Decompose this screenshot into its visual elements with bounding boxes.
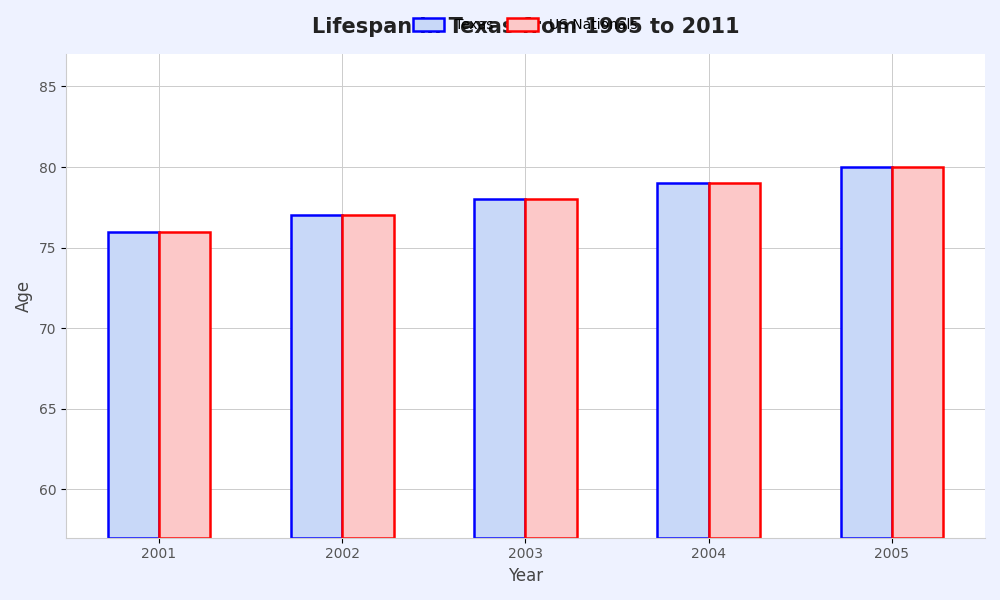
Bar xyxy=(892,167,943,538)
Y-axis label: Age: Age xyxy=(15,280,33,312)
Bar xyxy=(657,183,709,538)
Bar xyxy=(525,199,577,538)
Bar xyxy=(291,215,342,538)
Bar xyxy=(159,232,210,538)
Bar xyxy=(709,183,760,538)
Bar xyxy=(474,199,525,538)
Bar xyxy=(841,167,892,538)
Bar xyxy=(342,215,394,538)
Bar xyxy=(108,232,159,538)
X-axis label: Year: Year xyxy=(508,567,543,585)
Legend: Texas, US Nationals: Texas, US Nationals xyxy=(408,13,643,38)
Title: Lifespan in Texas from 1965 to 2011: Lifespan in Texas from 1965 to 2011 xyxy=(312,17,739,37)
